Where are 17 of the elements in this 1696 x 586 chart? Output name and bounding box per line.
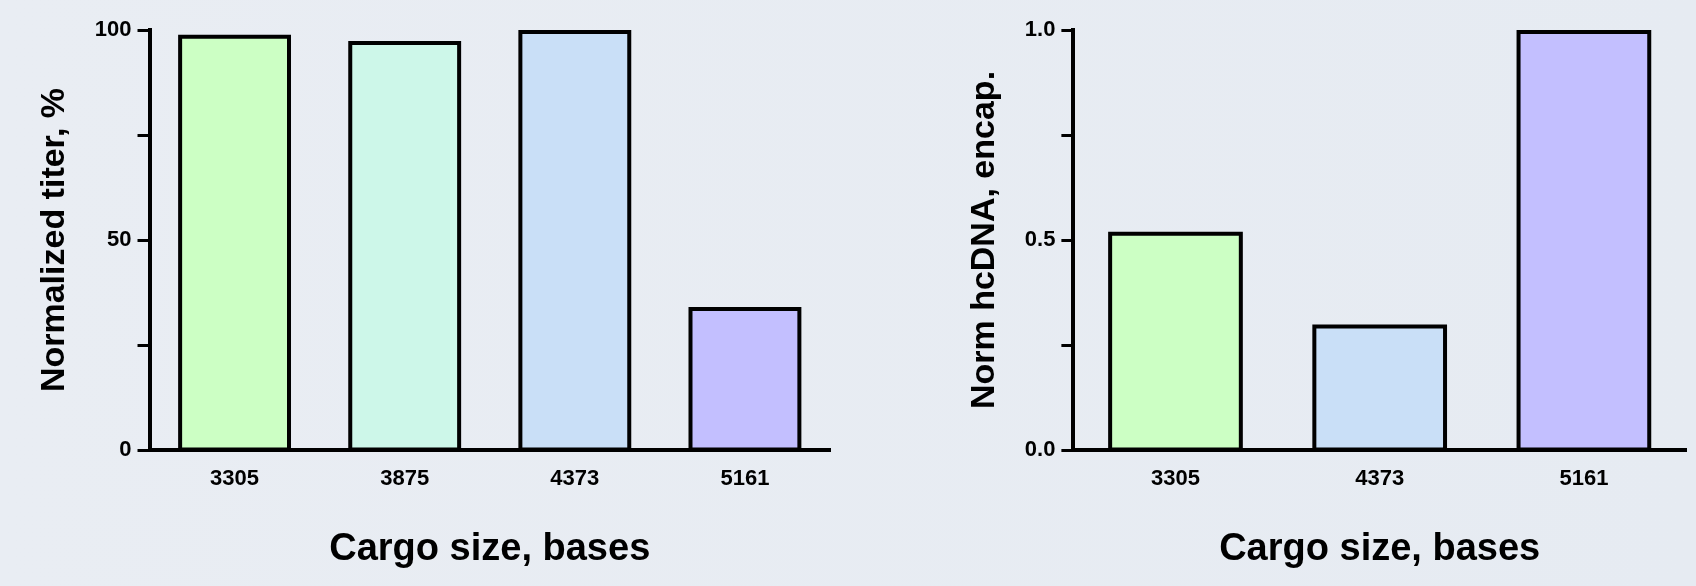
y-tick-label: 1.0 (1024, 16, 1056, 42)
x-tick-label: 5161 (1559, 465, 1609, 491)
x-axis-title: Cargo size, bases (1219, 525, 1541, 568)
y-tick-label: 50 (107, 226, 132, 252)
y-tick-label: 0.0 (1024, 436, 1056, 462)
y-tick-label: 100 (94, 16, 132, 42)
y-axis-title: Norm hcDNA, encap. (962, 70, 1001, 410)
x-tick-label: 3305 (1151, 465, 1200, 491)
y-tick-label: 0.5 (1024, 226, 1056, 252)
x-axis-title: Cargo size, bases (329, 525, 651, 568)
x-tick-label: 3875 (380, 465, 430, 491)
x-tick-label: 4373 (1355, 465, 1405, 491)
x-tick-label: 3305 (210, 465, 260, 491)
y-tick-label: 0 (119, 436, 132, 462)
x-tick-label: 4373 (550, 465, 600, 491)
x-tick-label: 5161 (720, 465, 770, 491)
y-axis-title: Normalized titer, % (32, 87, 71, 393)
